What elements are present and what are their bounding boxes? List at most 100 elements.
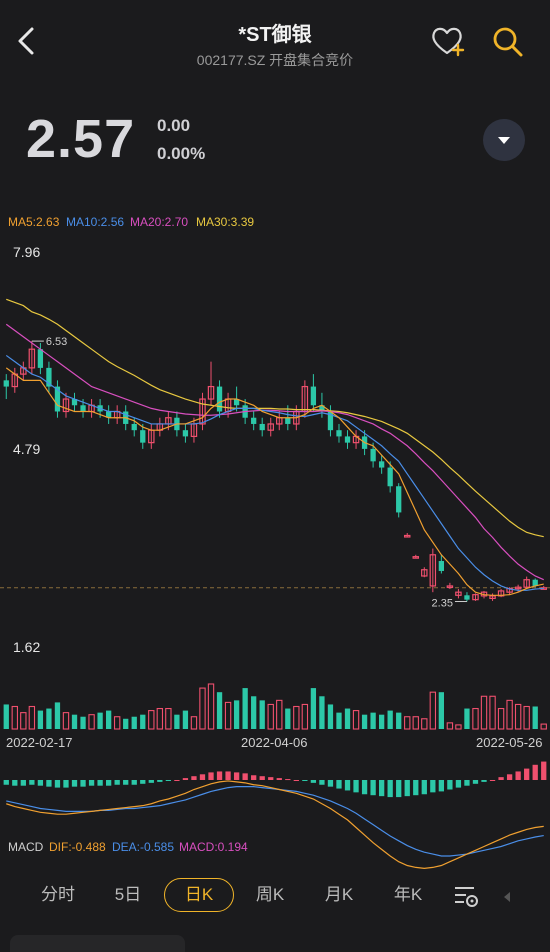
macd-histogram-bar <box>285 779 291 781</box>
macd-histogram-bar <box>319 780 325 785</box>
macd-histogram-bar <box>336 780 342 789</box>
price-axis-high: 7.96 <box>13 244 41 260</box>
macd-histogram-bar <box>3 780 9 785</box>
macd-histogram-bar <box>46 780 52 787</box>
volume-bar-down <box>97 712 103 729</box>
date-label-end: 2022-05-26 <box>476 735 543 750</box>
macd-histogram-bar <box>413 780 419 796</box>
ma-legend-item-0: MA5:2.63 <box>8 215 60 229</box>
add-favorite-heart-icon[interactable] <box>430 24 466 58</box>
candle-body-down <box>80 405 86 412</box>
volume-bar-down <box>233 700 240 729</box>
candle-body-down <box>216 386 223 412</box>
volume-bar-down <box>438 692 445 729</box>
volume-bar-up <box>28 705 36 730</box>
volume-bar-up <box>446 722 454 730</box>
macd-histogram-bar <box>387 780 393 798</box>
bottom-panel-handle <box>10 935 185 952</box>
volume-bar-up <box>429 691 437 730</box>
macd-histogram-bar <box>541 761 547 780</box>
macd-histogram-bar <box>506 774 513 780</box>
tab-yearly-k[interactable]: 年K <box>393 885 423 904</box>
macd-histogram-bar <box>524 768 530 780</box>
volume-bar-up <box>523 705 530 730</box>
macd-histogram-bar <box>302 780 308 781</box>
macd-histogram-bar <box>438 780 445 792</box>
candle-body-up <box>421 569 428 577</box>
volume-bar-down <box>174 714 180 729</box>
macd-histogram-bar <box>370 780 376 796</box>
macd-histogram-bar <box>489 780 496 781</box>
volume-bar-down <box>370 712 376 729</box>
volume-bar-down <box>285 708 291 729</box>
macd-histogram-bar <box>251 775 257 780</box>
macd-histogram-bar <box>63 780 69 788</box>
candle-body-down <box>233 399 240 406</box>
volume-bar-down <box>344 708 351 729</box>
macd-histogram-bar <box>71 780 78 787</box>
volume-bar-up <box>20 712 27 730</box>
search-icon[interactable] <box>490 24 526 60</box>
macd-histogram-bar <box>105 780 112 786</box>
candle-body-down <box>310 386 317 406</box>
volume-bar-up <box>489 695 496 730</box>
min-price-label: 2.35 <box>432 598 453 610</box>
ma-legend-item-3: MA30:3.39 <box>196 215 255 229</box>
macd-histogram-bar <box>310 780 317 783</box>
candle-body-up <box>199 398 206 425</box>
tab-weekly-k[interactable]: 周K <box>255 885 285 904</box>
tab-monthly-k[interactable]: 月K <box>324 885 354 904</box>
macd-histogram-bar <box>29 780 35 785</box>
macd-histogram-bar <box>404 780 410 797</box>
macd-histogram-bar <box>208 772 214 780</box>
ma5-line <box>5 367 544 596</box>
volume-bar-down <box>361 714 368 729</box>
volume-bar-up <box>421 718 428 730</box>
macd-histogram-bar <box>88 780 95 786</box>
volume-bar-up <box>540 723 547 730</box>
period-tab-bar: 分时 5日 日K 周K 月K 年K <box>0 876 550 916</box>
candle-body-down <box>464 595 470 600</box>
chart-settings-icon[interactable] <box>452 884 480 910</box>
tab-intraday[interactable]: 分时 <box>41 885 75 904</box>
volume-bar-up <box>455 724 462 730</box>
macd-histogram-bar <box>378 780 385 797</box>
back-arrow-icon[interactable] <box>14 26 38 56</box>
macd-histogram-bar <box>447 780 453 790</box>
macd-histogram-bar <box>276 778 282 780</box>
candle-body-down <box>532 579 538 586</box>
macd-histogram-bar <box>191 776 197 780</box>
volume-bar-down <box>336 712 342 729</box>
volume-bar-down <box>182 710 189 729</box>
macd-histogram-bar <box>54 780 61 788</box>
ma20-line <box>5 323 544 581</box>
tab-5day[interactable]: 5日 <box>114 885 142 904</box>
macd-histogram-bar <box>481 780 487 782</box>
macd-histogram-bar <box>233 772 240 780</box>
volume-bar-up <box>506 699 513 730</box>
volume-bar-down <box>216 692 223 729</box>
macd-histogram-bar <box>80 780 86 787</box>
stock-name-title: *ST御银 <box>238 24 312 46</box>
candle-body-up <box>489 595 496 600</box>
candle-body-up <box>62 398 70 413</box>
volume-bar-down <box>242 688 248 729</box>
macd-histogram-bar <box>165 780 172 781</box>
price-axis-low: 1.62 <box>13 639 41 655</box>
macd-histogram-bar <box>225 771 231 780</box>
volume-bar-up <box>514 703 522 730</box>
more-tabs-arrow-icon[interactable] <box>502 891 512 903</box>
volume-bar-down <box>327 704 334 729</box>
candle-body-up <box>472 594 479 601</box>
macd-legend-item-3: MACD:0.194 <box>179 840 248 854</box>
expand-quote-button[interactable] <box>483 119 525 161</box>
volume-bar-up <box>497 707 505 730</box>
tab-daily-k[interactable]: 日K <box>164 878 234 912</box>
volume-bar-up <box>293 705 300 730</box>
candle-body-up <box>455 591 462 596</box>
candle-body-up <box>514 586 522 590</box>
volume-bar-up <box>62 712 70 730</box>
macd-histogram-bar <box>97 780 103 786</box>
volume-bar-up <box>11 705 18 730</box>
